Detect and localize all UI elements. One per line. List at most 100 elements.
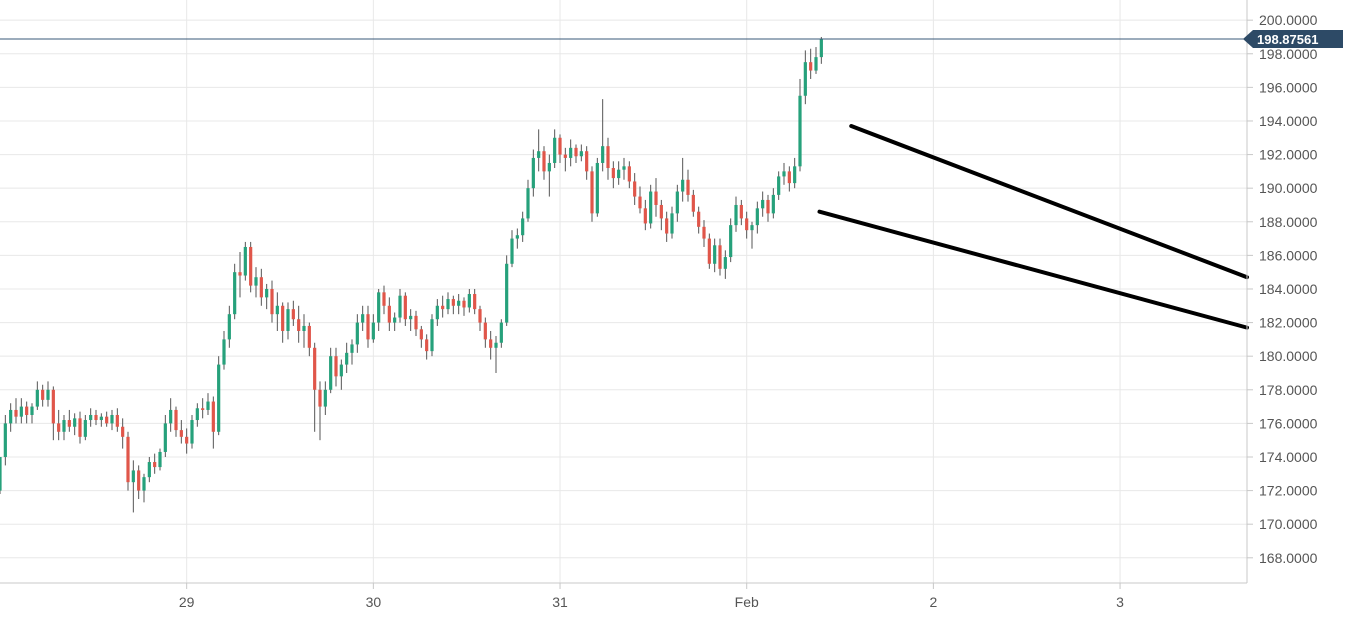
- candle-body: [505, 263, 509, 323]
- candle-body: [654, 191, 658, 205]
- candle-body: [249, 246, 253, 286]
- candle-body: [766, 199, 770, 214]
- candle-body: [25, 406, 29, 415]
- candle-body: [126, 436, 130, 483]
- candle-body: [462, 300, 466, 308]
- candle-body: [441, 305, 445, 310]
- candle-body: [105, 416, 109, 424]
- current-price-tag[interactable]: [1243, 30, 1343, 49]
- candle-body: [361, 314, 365, 323]
- candle-body: [382, 292, 386, 306]
- candle-body: [697, 211, 701, 227]
- candle-body: [190, 420, 194, 444]
- candle-body: [734, 204, 738, 226]
- candle-body: [179, 430, 183, 437]
- candle-body: [521, 218, 525, 236]
- candle-body: [169, 409, 173, 424]
- candle-body: [558, 137, 562, 155]
- candle-body: [643, 208, 647, 224]
- x-tick-label: 31: [552, 594, 568, 610]
- candle-body: [809, 62, 813, 71]
- current-price-marker: 198.87561: [0, 30, 1343, 49]
- candle-body: [414, 315, 418, 330]
- candle-body: [238, 272, 242, 276]
- candle-body: [574, 147, 578, 157]
- candle-body: [446, 299, 450, 310]
- candle-body: [793, 166, 797, 184]
- candle-body: [270, 288, 274, 315]
- candle-body: [798, 95, 802, 167]
- y-tick-label: 196.0000: [1259, 79, 1318, 95]
- candle-body: [670, 213, 674, 234]
- candle-body: [153, 462, 157, 468]
- candle-body: [121, 426, 125, 437]
- y-tick-label: 176.0000: [1259, 415, 1318, 431]
- candle-body: [750, 225, 754, 231]
- candle-body: [473, 294, 477, 310]
- candle-body: [371, 322, 375, 340]
- candle-body: [761, 199, 765, 209]
- candle-body: [99, 416, 103, 421]
- candle-body: [350, 344, 354, 353]
- x-axis-ticks: 29 30 31 Feb 2 3: [179, 583, 1124, 610]
- candle-body: [286, 309, 290, 331]
- candle-body: [137, 470, 141, 491]
- candle-body: [142, 477, 146, 491]
- candle-body: [606, 146, 610, 169]
- candle-body: [217, 364, 221, 432]
- candle-body: [297, 319, 301, 331]
- y-tick-label: 174.0000: [1259, 449, 1318, 465]
- candle-body: [78, 418, 82, 437]
- candle-body: [158, 451, 162, 468]
- candle-body: [211, 401, 215, 432]
- y-tick-label: 186.0000: [1259, 247, 1318, 263]
- candle-body: [510, 238, 514, 264]
- candle-body: [537, 151, 541, 158]
- candle-body: [377, 292, 381, 323]
- y-tick-label: 198.0000: [1259, 46, 1318, 62]
- candle-body: [329, 356, 333, 390]
- candle-body: [686, 179, 690, 195]
- y-tick-label: 184.0000: [1259, 281, 1318, 297]
- y-axis-ticks: 200.0000 198.0000 196.0000 194.0000 192.0000…: [1247, 12, 1318, 566]
- candle-body: [30, 406, 34, 415]
- candle-body: [73, 418, 77, 427]
- candle-body: [723, 257, 727, 269]
- candle-body: [259, 277, 263, 298]
- candle-body: [291, 309, 295, 320]
- candle-body: [457, 300, 461, 306]
- candle-body: [782, 171, 786, 177]
- candle-body: [227, 314, 231, 340]
- candle-body: [46, 389, 50, 400]
- candle-body: [67, 420, 71, 427]
- candle-body: [254, 277, 258, 286]
- candle-body: [627, 166, 631, 182]
- candle-body: [819, 39, 823, 58]
- candle-body: [163, 423, 167, 452]
- candle-body: [275, 305, 279, 315]
- candle-body: [494, 342, 498, 348]
- candle-body: [718, 245, 722, 269]
- x-tick-label: 2: [929, 594, 937, 610]
- candle-body: [675, 191, 679, 214]
- candle-body: [622, 166, 626, 170]
- y-tick-label: 192.0000: [1259, 147, 1318, 163]
- candle-body: [579, 151, 583, 157]
- candle-body: [313, 347, 317, 390]
- candle-body: [195, 408, 199, 421]
- candle-body: [174, 409, 178, 431]
- candle-body: [681, 179, 685, 192]
- candle-body: [115, 414, 119, 427]
- candle-body: [0, 456, 2, 491]
- candle-body: [147, 462, 151, 478]
- candle-body: [62, 420, 66, 432]
- candle-body: [611, 168, 615, 179]
- candle-body: [398, 295, 402, 318]
- candle-body: [318, 389, 322, 407]
- candle-body: [483, 322, 487, 340]
- candle-body: [499, 322, 503, 343]
- x-tick-label: 29: [179, 594, 195, 610]
- candle-body: [334, 356, 338, 377]
